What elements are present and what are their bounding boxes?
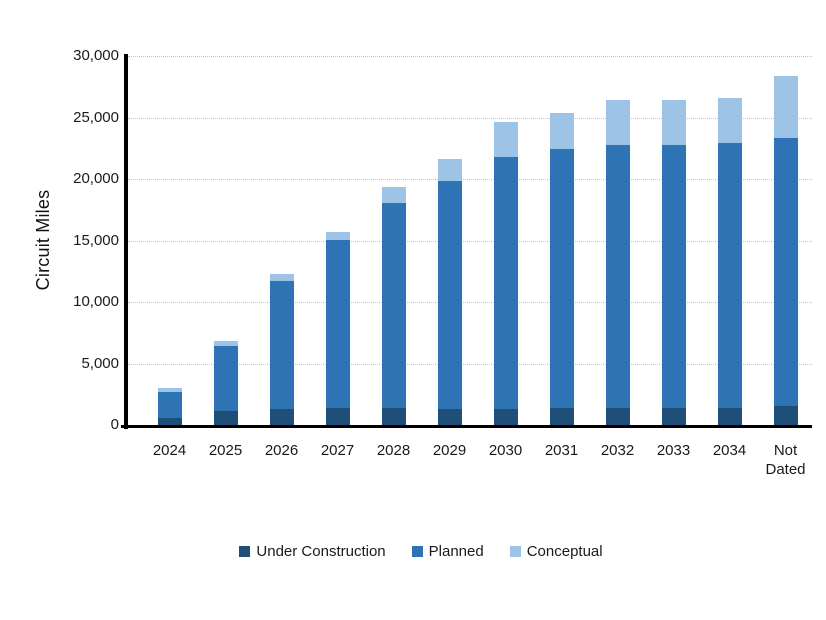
bar-segment-under-construction	[213, 411, 238, 425]
bar-segment-conceptual	[381, 187, 406, 203]
bar-segment-conceptual	[717, 97, 742, 143]
bar-2034	[717, 97, 742, 425]
x-tick-label-2033: 2033	[656, 442, 691, 459]
bar-2027	[325, 231, 350, 425]
legend: Under Construction Planned Conceptual	[0, 543, 826, 560]
bar-segment-planned	[213, 345, 238, 412]
gridline-5000	[128, 363, 812, 365]
y-tick-label-15000: 15,000	[73, 231, 119, 249]
gridline-30000	[128, 56, 812, 57]
bar-segment-under-construction	[549, 408, 574, 425]
y-tick-label-30000: 30,000	[73, 47, 119, 64]
bar-segment-under-construction	[773, 405, 798, 425]
x-axis-line	[121, 425, 812, 428]
bar-segment-conceptual	[325, 231, 350, 240]
y-tick-label-5000: 5,000	[81, 354, 119, 372]
gridline-10000	[128, 302, 812, 303]
gridline-20000	[128, 179, 812, 180]
x-tick-label-not-dated: Not Dated	[765, 442, 806, 478]
x-tick-label-2032: 2032	[600, 442, 635, 459]
legend-item-conceptual: Conceptual	[509, 543, 603, 560]
bar-2031	[549, 112, 574, 425]
bar-segment-conceptual	[661, 99, 686, 145]
bar-segment-conceptual	[549, 112, 574, 149]
bar-2033	[661, 99, 686, 425]
bar-segment-planned	[493, 156, 518, 410]
bar-segment-under-construction	[157, 417, 182, 425]
x-axis-labels: 2024 2025 2026 2027 2028 2029 2030 2031 2032 2033…	[128, 441, 812, 489]
legend-item-planned: Planned	[411, 543, 484, 560]
legend-swatch-under-construction	[239, 546, 251, 557]
bar-segment-planned	[773, 137, 798, 406]
bar-segment-under-construction	[717, 408, 742, 425]
bar-segment-under-construction	[605, 408, 630, 425]
x-tick-label-2034: 2034	[712, 442, 747, 459]
x-tick-label-2026: 2026	[264, 442, 299, 459]
y-tick-label-20000: 20,000	[73, 170, 119, 187]
x-tick-label-2024: 2024	[152, 442, 187, 459]
y-axis-line	[124, 54, 128, 429]
bar-segment-planned	[157, 391, 182, 418]
bar-segment-planned	[549, 148, 574, 409]
y-tick-label-25000: 25,000	[73, 108, 119, 126]
legend-swatch-conceptual	[509, 546, 521, 557]
bar-segment-conceptual	[493, 122, 518, 157]
bar-segment-planned	[381, 203, 406, 408]
bar-segment-planned	[717, 142, 742, 409]
gridline-25000	[128, 117, 812, 119]
x-tick-label-2028: 2028	[376, 442, 411, 459]
plot-area	[121, 54, 812, 429]
legend-label-planned: Planned	[428, 543, 484, 560]
bar-2025	[213, 340, 238, 425]
bar-2026	[269, 274, 294, 425]
y-tick-label-0: 0	[110, 416, 119, 433]
x-tick-label-2027: 2027	[320, 442, 355, 459]
bar-segment-under-construction	[381, 407, 406, 425]
y-tick-label-10000: 10,000	[73, 293, 119, 310]
x-tick-label-2025: 2025	[208, 442, 243, 459]
bar-segment-under-construction	[661, 408, 686, 425]
legend-label-under-construction: Under Construction	[256, 543, 386, 560]
bar-segment-conceptual	[773, 76, 798, 138]
bar-segment-under-construction	[493, 409, 518, 425]
bar-segment-conceptual	[157, 388, 182, 392]
x-tick-label-2031: 2031	[544, 442, 579, 459]
legend-label-conceptual: Conceptual	[526, 543, 603, 560]
bar-segment-planned	[661, 144, 686, 409]
legend-item-under-construction: Under Construction	[239, 543, 386, 560]
x-tick-label-2029: 2029	[432, 442, 467, 459]
y-axis-tick-labels: 0 5,000 10,000 15,000 20,000 25,000 30,000	[0, 47, 119, 433]
bar-segment-planned	[605, 144, 630, 409]
bar-2032	[605, 99, 630, 425]
bar-segment-conceptual	[437, 159, 462, 181]
bar-2029	[437, 159, 462, 425]
bar-segment-under-construction	[325, 407, 350, 425]
bar-segment-under-construction	[269, 409, 294, 425]
bar-segment-conceptual	[213, 340, 238, 346]
bar-segment-under-construction	[437, 409, 462, 425]
legend-swatch-planned	[411, 546, 423, 557]
gridline-15000	[128, 240, 812, 242]
bar-segment-conceptual	[605, 99, 630, 145]
bar-2024	[157, 388, 182, 425]
bar-2028	[381, 187, 406, 425]
x-tick-label-2030: 2030	[488, 442, 523, 459]
bar-segment-planned	[437, 180, 462, 410]
bar-2030	[493, 122, 518, 425]
bar-segment-planned	[325, 239, 350, 408]
bar-not-dated	[773, 76, 798, 425]
bar-segment-conceptual	[269, 274, 294, 282]
bar-segment-planned	[269, 281, 294, 410]
